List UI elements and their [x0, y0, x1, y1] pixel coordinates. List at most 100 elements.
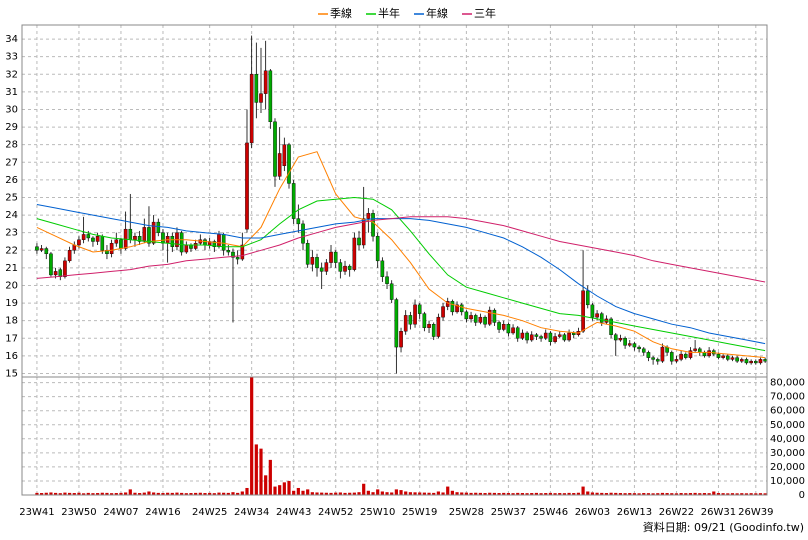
candle-body	[730, 357, 735, 360]
volume-bar	[516, 492, 520, 495]
candle-body	[763, 359, 767, 362]
volume-bar	[693, 492, 697, 495]
candle-body	[483, 316, 487, 325]
volume-bar	[376, 489, 380, 495]
volume-bar	[273, 486, 277, 495]
volume-bar	[194, 492, 198, 495]
volume-bar	[698, 493, 702, 495]
volume-bar	[180, 492, 184, 495]
candle-body	[571, 332, 576, 335]
candle-body	[590, 304, 595, 318]
candle-body	[212, 241, 217, 247]
candle-body	[595, 313, 599, 318]
volume-bar	[334, 492, 338, 495]
volume-bar	[329, 492, 333, 495]
y-tick-label: 21	[5, 263, 18, 274]
volume-bar	[483, 493, 487, 495]
y-tick-label: 23	[5, 228, 18, 239]
volume-bar	[730, 493, 735, 495]
volume-bar	[175, 492, 179, 495]
candle-body	[189, 244, 193, 249]
candle-body	[49, 253, 53, 276]
volume-bar	[385, 492, 389, 495]
candle-body	[389, 283, 394, 300]
candle-body	[282, 144, 287, 166]
candle-body	[380, 260, 385, 277]
candle-body	[95, 235, 100, 242]
candle-body	[277, 153, 282, 177]
volume-bar	[324, 492, 328, 495]
volume-bar	[735, 493, 739, 495]
volume-bar	[558, 493, 562, 495]
candle-body	[408, 315, 413, 325]
volume-bar	[539, 493, 543, 495]
volume-tick-label: 50,000	[770, 420, 805, 431]
volume-bar	[450, 490, 454, 495]
candle-body	[623, 338, 627, 346]
volume-bar	[338, 492, 342, 495]
candle-body	[609, 318, 613, 335]
y-tick-label: 27	[5, 157, 18, 168]
candle-body	[436, 316, 441, 337]
legend-label: 年線	[426, 6, 448, 20]
candle-body	[86, 234, 91, 239]
volume-bar	[68, 492, 72, 495]
candle-body	[119, 239, 123, 249]
volume-bar	[301, 490, 305, 495]
x-tick-label: 24W07	[103, 507, 138, 518]
candle-body	[581, 290, 585, 332]
candle-body	[329, 251, 333, 263]
volume-bar	[357, 492, 361, 495]
volume-bar	[763, 493, 767, 495]
volume-bar	[362, 483, 366, 495]
candle-body	[287, 144, 291, 184]
candle-body	[100, 235, 105, 251]
candle-body	[548, 332, 553, 343]
candle-body	[231, 251, 235, 258]
volume-bar	[548, 492, 553, 495]
candle-body	[240, 244, 245, 260]
volume-bar	[91, 493, 95, 495]
volume-bar	[716, 493, 721, 495]
candle-body	[749, 360, 753, 364]
candle-body	[697, 348, 702, 353]
volume-bar	[58, 493, 62, 495]
volume-bar	[632, 493, 637, 495]
volume-bar	[156, 492, 160, 495]
volume-bar	[264, 475, 268, 495]
volume-bar	[310, 492, 314, 495]
volume-bar	[236, 492, 240, 495]
candle-body	[543, 332, 548, 339]
volume-bar	[161, 493, 165, 495]
candle-body	[226, 250, 231, 253]
candle-body	[268, 70, 273, 123]
volume-bar	[138, 493, 142, 495]
volume-tick-label: 80,000	[770, 378, 805, 389]
volume-bar	[590, 492, 595, 495]
volume-bar	[525, 493, 529, 495]
volume-tick-label: 30,000	[770, 448, 805, 459]
candle-body	[674, 359, 679, 362]
volume-bar	[152, 492, 156, 495]
candle-body	[399, 331, 403, 348]
candle-body	[562, 334, 567, 341]
candle-body	[221, 234, 226, 251]
volume-bar	[259, 448, 263, 495]
candle-body	[637, 346, 641, 350]
volume-bar	[492, 492, 496, 495]
candle-body	[203, 239, 207, 246]
volume-bar	[110, 493, 114, 495]
volume-bar	[292, 490, 296, 495]
candle-body	[525, 332, 529, 341]
volume-bar	[226, 492, 230, 495]
y-tick-label: 26	[5, 175, 18, 186]
x-tick-label: 26W13	[617, 507, 652, 518]
volume-bar	[436, 491, 440, 495]
volume-bar	[656, 493, 660, 495]
candle-body	[679, 353, 683, 360]
volume-bar	[446, 486, 450, 495]
candle-body	[501, 324, 506, 330]
volume-bar	[306, 489, 310, 495]
candle-body	[249, 74, 254, 144]
volume-bar	[222, 492, 226, 495]
